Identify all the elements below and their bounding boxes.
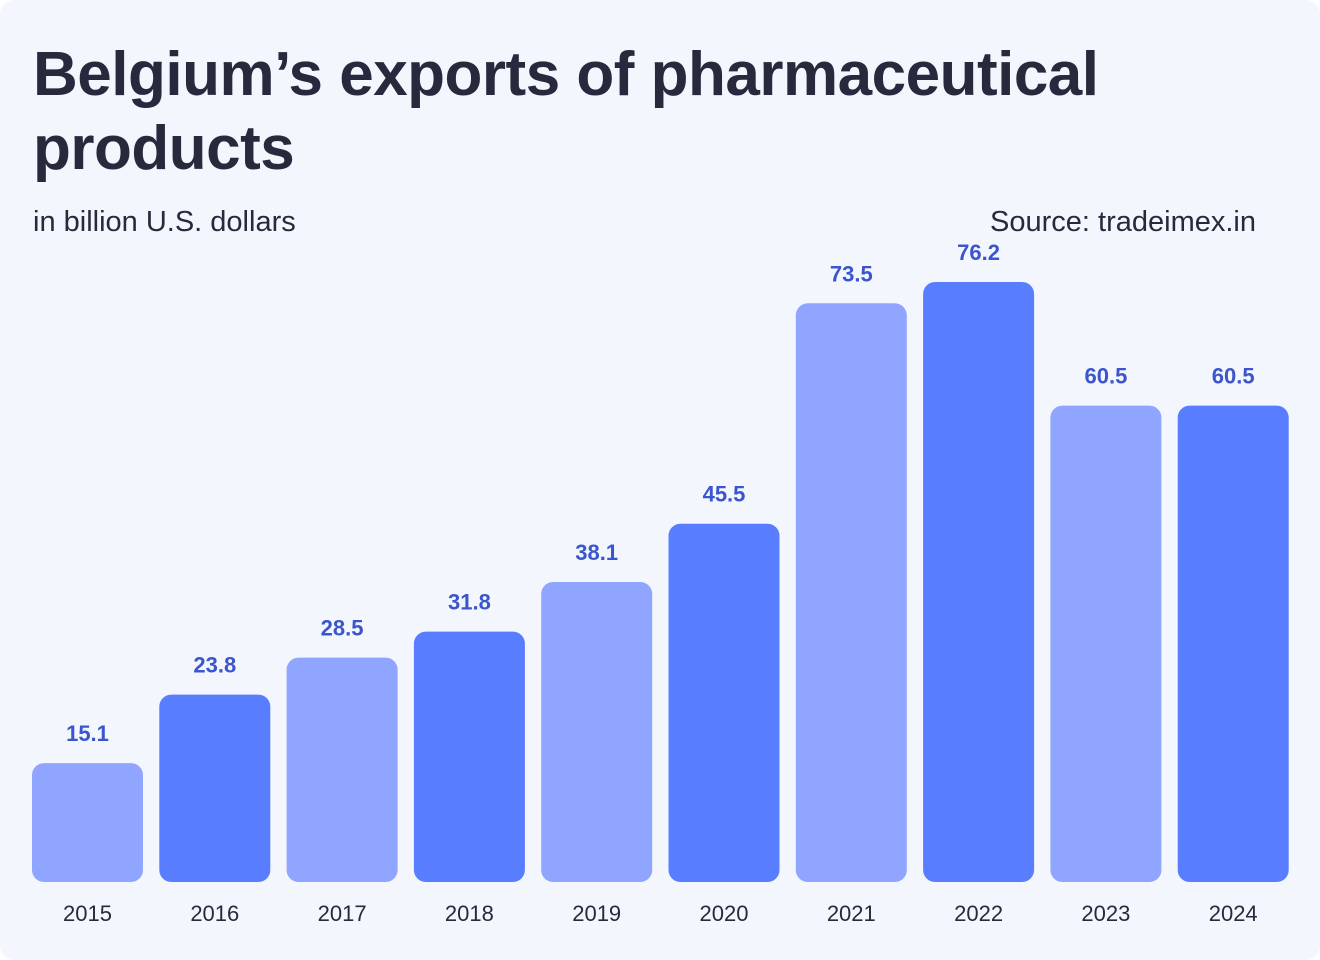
x-tick-label-2019: 2019 [572, 901, 621, 926]
value-label-2016: 23.8 [193, 653, 236, 678]
chart-subtitle: in billion U.S. dollars [33, 206, 296, 238]
bar-2018 [413, 631, 525, 882]
x-tick-label-2024: 2024 [1209, 901, 1258, 926]
x-tick-label-2018: 2018 [445, 901, 494, 926]
bar-2021 [795, 303, 907, 882]
bar-2022 [923, 282, 1035, 882]
x-tick-label-2016: 2016 [190, 901, 239, 926]
chart-title: Belgium’s exports of pharmaceutical prod… [33, 40, 1099, 183]
value-label-2020: 45.5 [703, 482, 746, 507]
bar-2019 [541, 582, 653, 882]
value-label-2021: 73.5 [830, 261, 873, 286]
value-label-2017: 28.5 [321, 616, 364, 641]
value-label-2022: 76.2 [957, 240, 1000, 265]
bar-2020 [668, 523, 780, 882]
value-label-2024: 60.5 [1212, 364, 1255, 389]
chart-source: Source: tradeimex.in [990, 206, 1256, 238]
bar-2017 [286, 657, 398, 882]
bar-2024 [1177, 405, 1289, 882]
bar-2016 [159, 694, 271, 882]
x-tick-label-2022: 2022 [954, 901, 1003, 926]
value-label-2015: 15.1 [66, 721, 109, 746]
x-tick-label-2023: 2023 [1081, 901, 1130, 926]
x-tick-label-2020: 2020 [700, 901, 749, 926]
value-label-2023: 60.5 [1084, 364, 1127, 389]
x-tick-label-2017: 2017 [318, 901, 367, 926]
value-label-2019: 38.1 [575, 540, 618, 565]
x-tick-label-2021: 2021 [827, 901, 876, 926]
bar-2015 [32, 763, 143, 882]
value-label-2018: 31.8 [448, 590, 491, 615]
x-tick-label-2015: 2015 [63, 901, 112, 926]
bar-2023 [1050, 405, 1162, 882]
